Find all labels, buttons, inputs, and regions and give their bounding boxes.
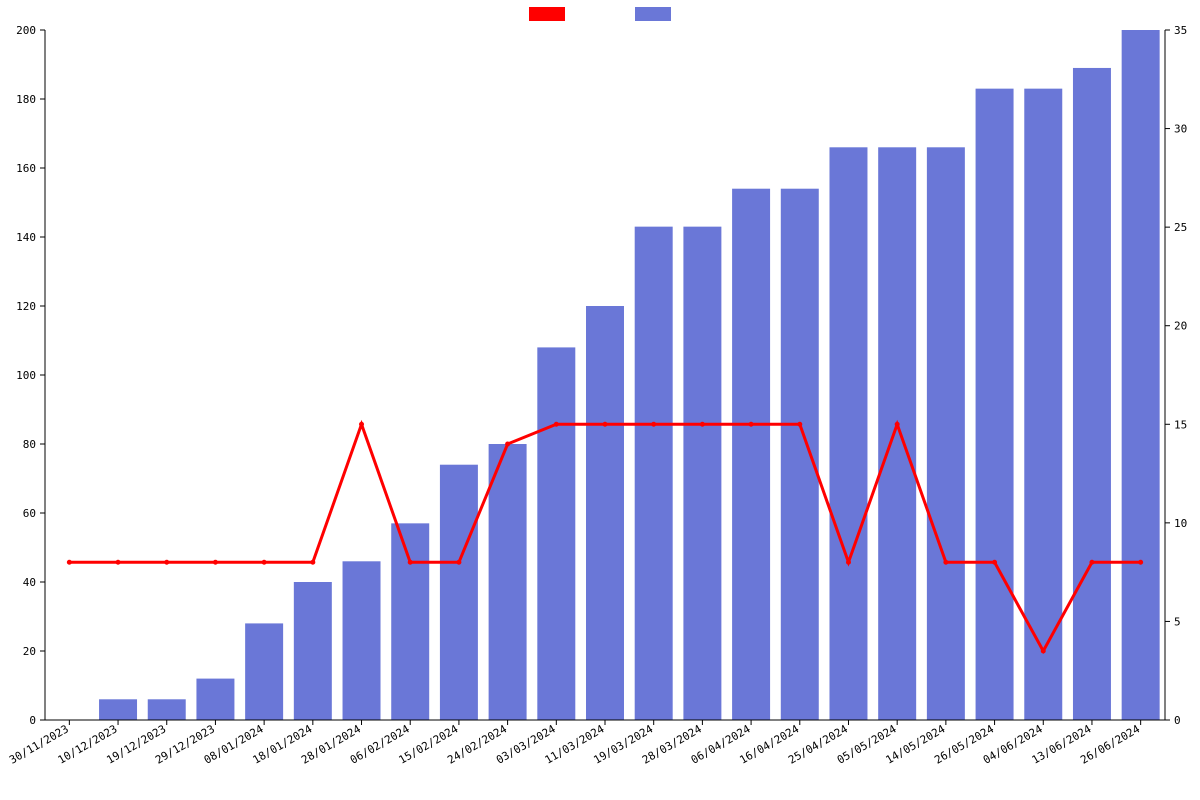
left-tick-label: 180 [16, 93, 36, 106]
right-tick-label: 35 [1174, 24, 1187, 37]
bar [99, 699, 137, 720]
bar [878, 147, 916, 720]
right-tick-label: 0 [1174, 714, 1181, 727]
line-marker [554, 422, 559, 427]
bar [294, 582, 332, 720]
right-tick-label: 20 [1174, 320, 1187, 333]
line-marker [1041, 649, 1046, 654]
bar [245, 623, 283, 720]
legend-swatch-line [529, 7, 565, 21]
left-tick-label: 0 [29, 714, 36, 727]
line-marker [651, 422, 656, 427]
bar [148, 699, 186, 720]
bar [537, 347, 575, 720]
left-tick-label: 80 [23, 438, 36, 451]
bar [781, 189, 819, 720]
bar [635, 227, 673, 720]
line-marker [749, 422, 754, 427]
line-marker [700, 422, 705, 427]
line-marker [505, 442, 510, 447]
left-tick-label: 60 [23, 507, 36, 520]
bar [683, 227, 721, 720]
bar [440, 465, 478, 720]
right-tick-label: 15 [1174, 418, 1187, 431]
combo-chart: 0 20 40 60 80 100 120 140 160 180 200 0 5 10 15 20 25 30 3… [0, 0, 1200, 800]
bar [976, 89, 1014, 720]
bar [391, 523, 429, 720]
bar [732, 189, 770, 720]
bar [1073, 68, 1111, 720]
line-marker [310, 560, 315, 565]
line-marker [408, 560, 413, 565]
left-tick-label: 140 [16, 231, 36, 244]
line-marker [262, 560, 267, 565]
bar [489, 444, 527, 720]
line-marker [67, 560, 72, 565]
bar [1122, 30, 1160, 720]
line-marker [164, 560, 169, 565]
line-marker [846, 560, 851, 565]
bar [343, 561, 381, 720]
bar [927, 147, 965, 720]
line-marker [116, 560, 121, 565]
line-marker [992, 560, 997, 565]
line-marker [797, 422, 802, 427]
bar [196, 679, 234, 720]
right-tick-label: 10 [1174, 517, 1187, 530]
right-tick-label: 25 [1174, 221, 1187, 234]
line-marker [895, 422, 900, 427]
left-tick-label: 40 [23, 576, 36, 589]
line-marker [1138, 560, 1143, 565]
line-marker [213, 560, 218, 565]
line-marker [943, 560, 948, 565]
left-tick-label: 20 [23, 645, 36, 658]
bar [586, 306, 624, 720]
left-tick-label: 200 [16, 24, 36, 37]
line-marker [456, 560, 461, 565]
left-tick-label: 120 [16, 300, 36, 313]
bar [829, 147, 867, 720]
line-marker [1089, 560, 1094, 565]
line-marker [359, 422, 364, 427]
right-tick-label: 30 [1174, 123, 1187, 136]
line-marker [603, 422, 608, 427]
left-tick-label: 100 [16, 369, 36, 382]
legend-swatch-bar [635, 7, 671, 21]
left-tick-label: 160 [16, 162, 36, 175]
chart-svg: 0 20 40 60 80 100 120 140 160 180 200 0 5 10 15 20 25 30 3… [0, 0, 1200, 800]
right-tick-label: 5 [1174, 615, 1181, 628]
